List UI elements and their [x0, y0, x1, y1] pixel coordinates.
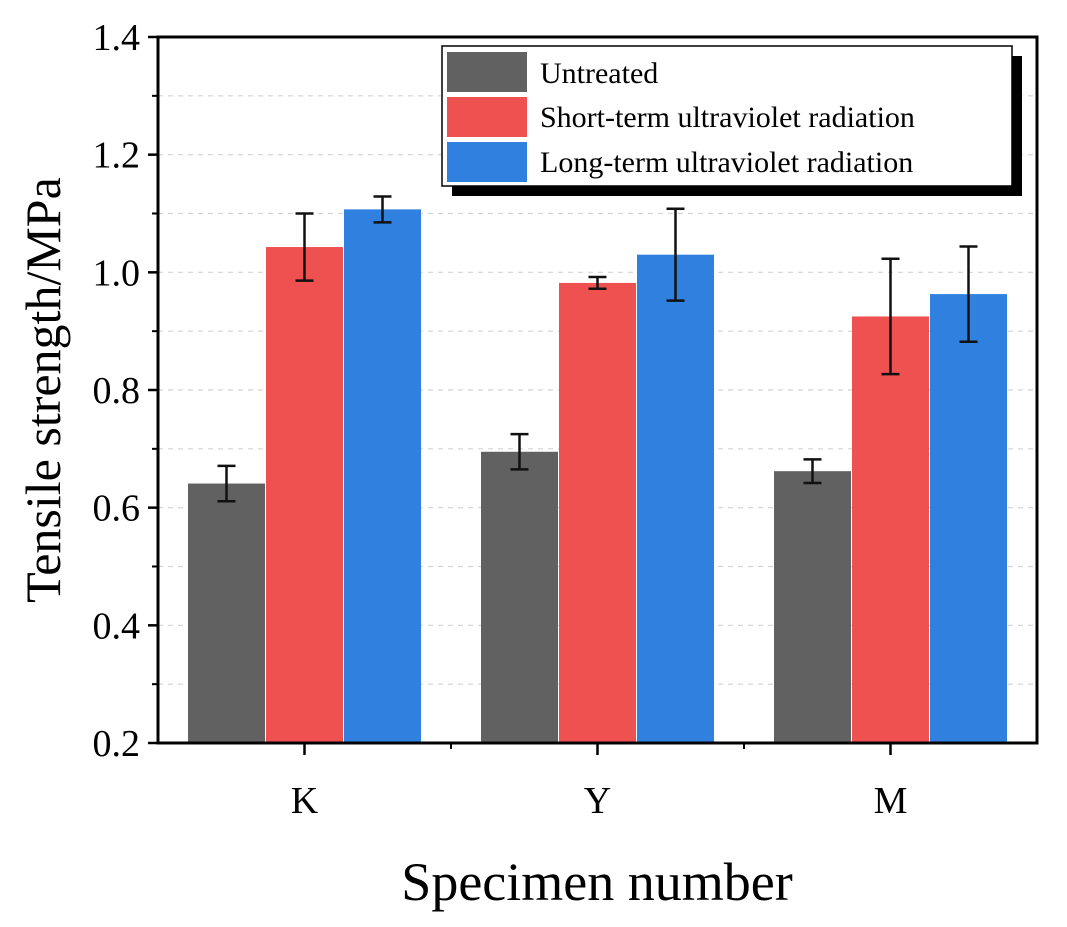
legend-swatch-short-term — [447, 97, 527, 137]
bar-M-0 — [774, 471, 851, 743]
bar-K-2 — [344, 209, 421, 744]
y-tick-label: 1.4 — [93, 17, 141, 59]
y-axis-title: Tensile strength/MPa — [15, 177, 71, 603]
axis-ticks: 0.2 0.4 0.6 0.8 1.0 1.2 1.4 K Y M — [93, 17, 908, 822]
legend-label-short-term: Short-term ultraviolet radiation — [540, 101, 915, 134]
x-tick-label-Y: Y — [584, 780, 611, 822]
y-tick-label: 0.4 — [93, 605, 141, 647]
y-tick-label: 1.2 — [93, 135, 141, 177]
legend-label-untreated: Untreated — [540, 57, 658, 90]
legend-box — [441, 45, 1013, 187]
bar-Y-2 — [637, 254, 714, 743]
y-tick-label: 0.2 — [93, 723, 141, 765]
x-tick-label-K: K — [291, 780, 319, 822]
legend-swatch-untreated — [447, 52, 527, 92]
y-tick-label: 0.6 — [93, 488, 141, 530]
error-bars — [217, 195, 978, 503]
y-tick-label: 0.8 — [93, 370, 141, 412]
bar-M-1 — [852, 316, 929, 743]
x-tick-label-M: M — [874, 780, 908, 822]
bars — [188, 209, 1007, 744]
legend-label-long-term: Long-term ultraviolet radiation — [540, 146, 913, 179]
legend: Untreated Short-term ultraviolet radiati… — [441, 45, 1022, 196]
bar-K-0 — [188, 483, 265, 743]
legend-swatch-long-term — [447, 142, 527, 182]
bar-M-2 — [930, 294, 1007, 743]
x-axis-title: Specimen number — [401, 852, 792, 912]
bar-Y-1 — [559, 282, 636, 743]
y-tick-label: 1.0 — [93, 252, 141, 294]
bar-K-1 — [266, 247, 343, 743]
bar-Y-0 — [481, 451, 558, 743]
